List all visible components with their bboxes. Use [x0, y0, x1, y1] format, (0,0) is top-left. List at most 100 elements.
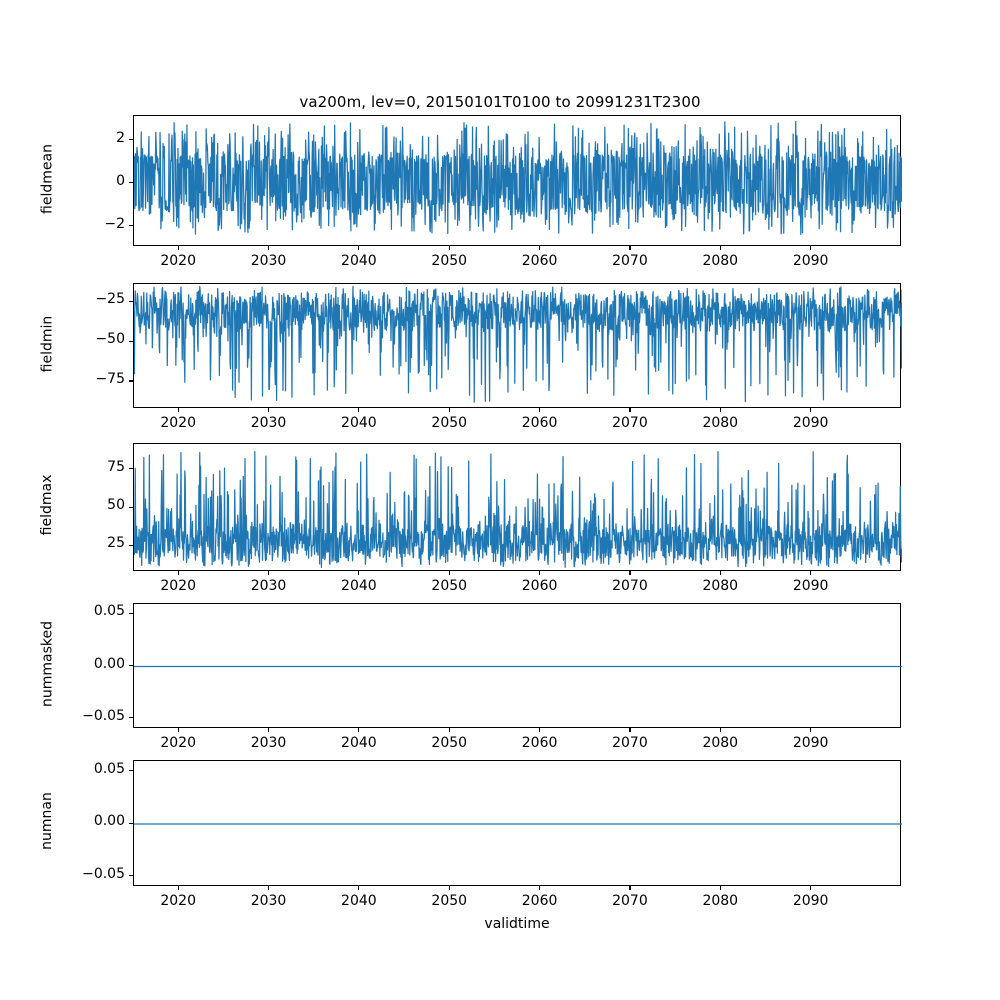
xtick-label-fieldmean-1: 2030 [250, 253, 287, 269]
xtick-label-nummasked-5: 2070 [612, 735, 648, 751]
xtick-mark-fieldmin-3 [448, 408, 450, 412]
xtick-mark-nummasked-0 [177, 728, 179, 732]
xtick-label-fieldmax-5: 2070 [612, 578, 648, 594]
xtick-label-nummasked-1: 2030 [250, 735, 287, 751]
xtick-mark-fieldmax-1 [268, 571, 270, 575]
xtick-label-numnan-1: 2030 [250, 893, 287, 909]
xtick-label-nummasked-0: 2020 [160, 735, 196, 751]
xtick-mark-fieldmean-2 [358, 246, 360, 250]
xtick-label-numnan-2: 2040 [341, 893, 377, 909]
plot-line-nummasked [134, 604, 902, 729]
xtick-label-fieldmin-5: 2070 [612, 415, 648, 431]
xtick-label-fieldmin-4: 2060 [521, 415, 558, 431]
ytick-mark-numnan-0 [129, 770, 133, 772]
xtick-label-nummasked-3: 2050 [431, 735, 468, 751]
ylabel-numnan: numnan [39, 792, 55, 850]
xtick-mark-numnan-3 [448, 886, 450, 890]
xtick-mark-nummasked-3 [448, 728, 450, 732]
xtick-label-numnan-5: 2070 [612, 893, 648, 909]
xtick-label-fieldmean-7: 2090 [792, 253, 829, 269]
xtick-mark-fieldmax-4 [539, 571, 541, 575]
xtick-label-fieldmax-0: 2020 [160, 578, 196, 594]
xtick-mark-fieldmin-0 [177, 408, 179, 412]
ytick-label-fieldmean-0: −2 [104, 215, 125, 232]
xtick-mark-fieldmin-6 [719, 408, 721, 412]
ytick-mark-numnan-1 [129, 822, 133, 824]
xtick-mark-numnan-0 [177, 886, 179, 890]
ytick-label-fieldmean-2: 2 [116, 129, 125, 146]
xtick-mark-numnan-5 [629, 886, 631, 890]
xtick-mark-fieldmean-0 [177, 246, 179, 250]
xtick-label-fieldmax-7: 2090 [792, 578, 829, 594]
xtick-mark-fieldmax-3 [448, 571, 450, 575]
xtick-mark-fieldmax-5 [629, 571, 631, 575]
ytick-label-fieldmax-0: 25 [107, 535, 125, 552]
xtick-label-fieldmax-2: 2040 [341, 578, 377, 594]
xtick-mark-fieldmax-7 [810, 571, 812, 575]
xtick-mark-fieldmin-2 [358, 408, 360, 412]
xtick-mark-fieldmean-5 [629, 246, 631, 250]
xtick-mark-fieldmax-0 [177, 571, 179, 575]
ytick-mark-nummasked-0 [129, 612, 133, 614]
ytick-mark-nummasked-2 [129, 717, 133, 719]
figure-title: va200m, lev=0, 20150101T0100 to 20991231… [299, 93, 701, 111]
plot-line-fieldmax [134, 444, 902, 572]
ytick-label-fieldmax-2: 75 [107, 458, 125, 475]
ytick-label-fieldmin-0: −25 [95, 291, 125, 308]
xtick-label-fieldmin-3: 2050 [431, 415, 468, 431]
xtick-label-fieldmin-0: 2020 [160, 415, 196, 431]
xtick-mark-fieldmean-7 [810, 246, 812, 250]
ytick-label-fieldmax-1: 50 [107, 497, 125, 513]
plot-line-numnan [134, 761, 902, 887]
xtick-mark-nummasked-6 [719, 728, 721, 732]
ytick-label-numnan-2: −0.05 [82, 865, 125, 882]
xtick-label-fieldmin-1: 2030 [250, 415, 287, 431]
xtick-label-numnan-0: 2020 [160, 893, 196, 909]
xtick-label-nummasked-4: 2060 [521, 735, 558, 751]
ytick-mark-fieldmax-1 [129, 506, 133, 508]
xtick-mark-nummasked-2 [358, 728, 360, 732]
xtick-label-nummasked-6: 2080 [702, 735, 739, 751]
xtick-mark-nummasked-7 [810, 728, 812, 732]
xtick-mark-fieldmin-5 [629, 408, 631, 412]
xtick-label-fieldmean-0: 2020 [160, 253, 196, 269]
xtick-label-fieldmax-3: 2050 [431, 578, 468, 594]
xtick-mark-numnan-4 [539, 886, 541, 890]
xtick-mark-fieldmean-3 [448, 246, 450, 250]
subplot-fieldmin [133, 283, 902, 409]
xtick-label-numnan-6: 2080 [702, 893, 739, 909]
ytick-mark-fieldmin-1 [129, 340, 133, 342]
ytick-label-numnan-1: 0.00 [93, 813, 125, 829]
xtick-label-fieldmin-2: 2040 [341, 415, 377, 431]
ylabel-fieldmean: fieldmean [39, 143, 55, 214]
ytick-label-fieldmin-2: −75 [95, 370, 125, 387]
ytick-mark-fieldmean-2 [129, 139, 133, 141]
ytick-label-nummasked-2: −0.05 [82, 707, 125, 724]
ytick-label-fieldmin-1: −50 [95, 331, 125, 348]
subplot-nummasked [133, 603, 902, 729]
xtick-mark-nummasked-4 [539, 728, 541, 732]
xtick-mark-numnan-7 [810, 886, 812, 890]
xtick-label-fieldmin-6: 2080 [702, 415, 739, 431]
xtick-label-nummasked-2: 2040 [341, 735, 377, 751]
ylabel-fieldmin: fieldmin [39, 315, 55, 372]
xtick-label-numnan-3: 2050 [431, 893, 468, 909]
xtick-label-fieldmax-4: 2060 [521, 578, 558, 594]
ytick-mark-numnan-2 [129, 875, 133, 877]
ytick-mark-nummasked-1 [129, 665, 133, 667]
ytick-mark-fieldmin-0 [129, 300, 133, 302]
xtick-mark-nummasked-1 [268, 728, 270, 732]
xtick-label-fieldmean-2: 2040 [341, 253, 377, 269]
xlabel: validtime [484, 916, 550, 932]
xtick-mark-numnan-1 [268, 886, 270, 890]
xtick-mark-fieldmax-6 [719, 571, 721, 575]
xtick-mark-fieldmean-6 [719, 246, 721, 250]
xtick-label-fieldmean-6: 2080 [702, 253, 739, 269]
ytick-label-fieldmean-1: 0 [116, 172, 125, 189]
subplot-numnan [133, 760, 902, 887]
xtick-mark-numnan-6 [719, 886, 721, 890]
ytick-mark-fieldmin-2 [129, 380, 133, 382]
xtick-mark-nummasked-5 [629, 728, 631, 732]
xtick-mark-fieldmax-2 [358, 571, 360, 575]
